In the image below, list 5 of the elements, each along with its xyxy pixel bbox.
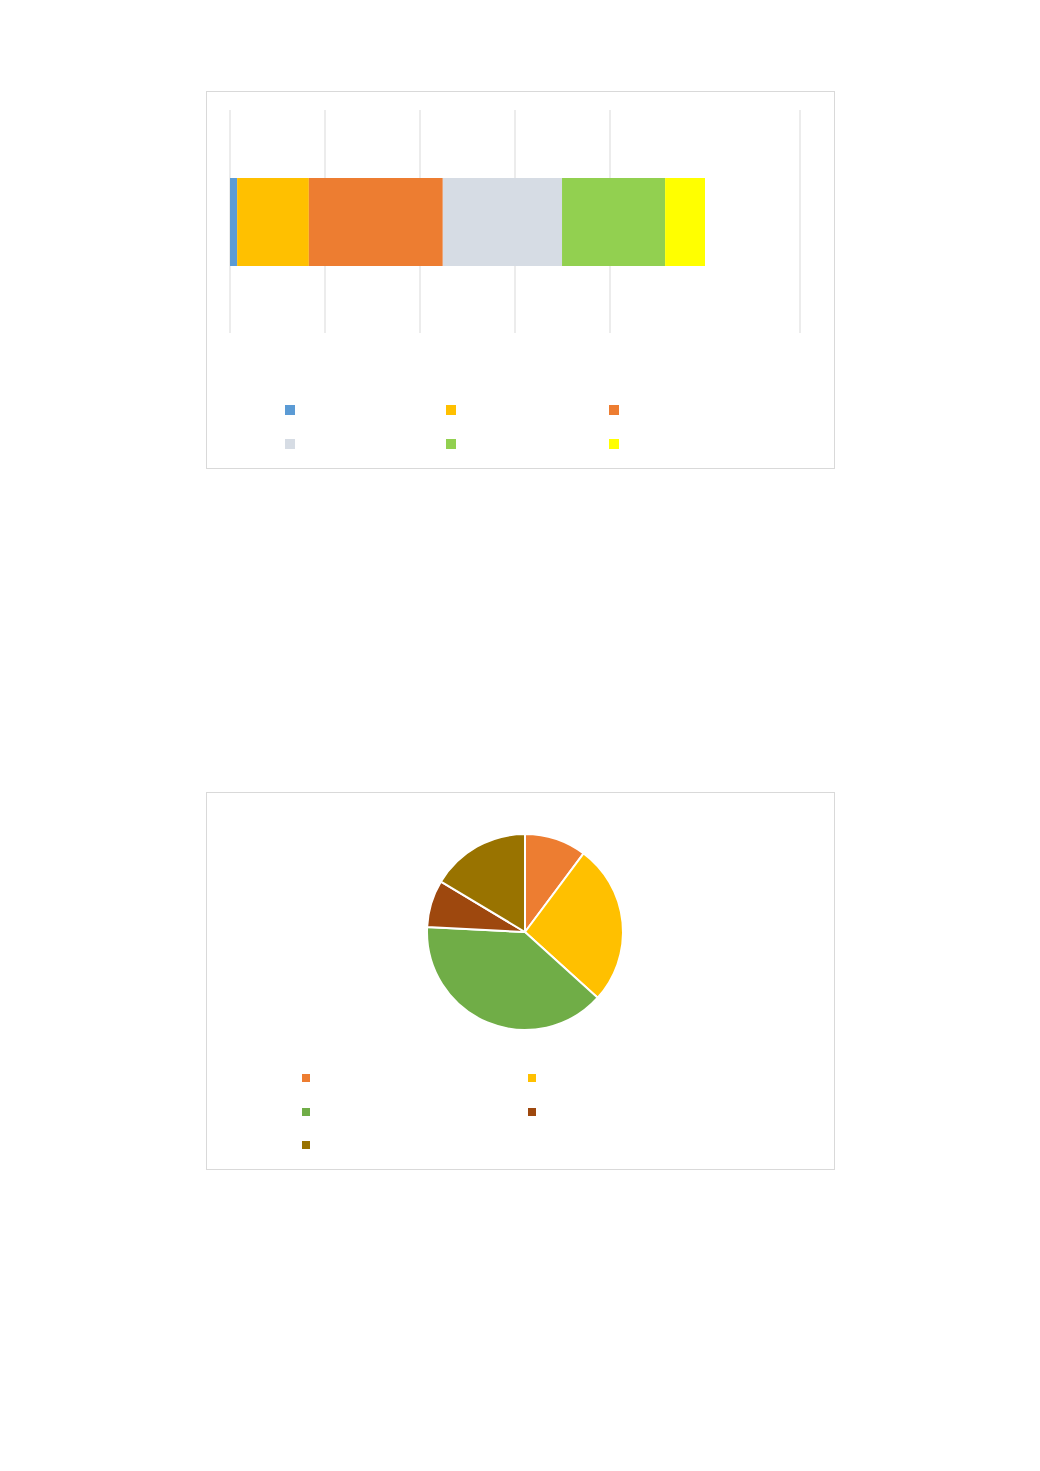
- bar: [562, 178, 666, 266]
- bar: [230, 178, 238, 266]
- bar: [237, 178, 309, 266]
- bar: [308, 178, 443, 266]
- bar: [665, 178, 705, 266]
